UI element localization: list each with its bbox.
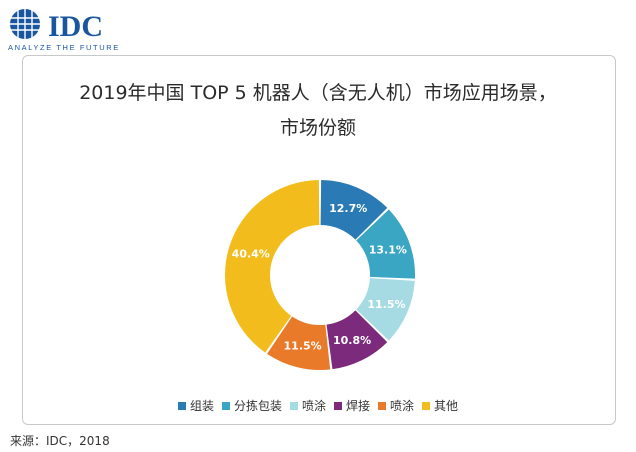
donut-slice [326,310,388,370]
legend-item: 喷涂 [378,397,414,414]
donut-slice [356,209,415,279]
legend-label: 其他 [434,399,459,413]
legend-swatch [378,401,387,410]
legend-swatch [334,401,342,410]
legend-item: 喷涂 [289,397,326,414]
idc-logo: IDC ANALYZE THE FUTURE [8,9,120,52]
legend-label: 喷涂 [390,399,415,413]
legend-label: 焊接 [346,399,371,413]
legend-item: 焊接 [334,397,370,414]
chart-legend: 组装 分拣包装 喷涂 焊接 喷涂 其他 [0,397,636,414]
chart-subtitle: 市场份额 [279,117,356,139]
legend-item: 分拣包装 [221,397,282,414]
slice-label: 13.1% [369,243,407,256]
slice-label: 12.7% [329,202,367,215]
slice-label: 40.4% [232,247,270,260]
slice-label: 10.8% [333,334,371,347]
slice-label: 11.5% [367,298,405,311]
donut-slice [225,180,320,353]
globe-grid-icon [10,9,40,39]
donut-slice [267,316,331,370]
legend-item: 其他 [422,397,458,414]
chart-title: 2019年中国 TOP 5 机器人（含无人机）市场应用场景， [79,82,557,104]
legend-label: 分拣包装 [233,399,282,413]
legend-label: 喷涂 [301,399,326,413]
donut-chart: 12.7% 13.1% 11.5% 10.8% 11.5% 40.4% [225,180,415,370]
legend-label: 组装 [189,399,214,413]
legend-swatch [221,401,230,410]
source-note: 来源：IDC，2018 [10,434,110,448]
legend-swatch [177,401,186,410]
donut-slice [356,278,415,341]
slice-label: 11.5% [284,339,322,352]
logo-tagline: ANALYZE THE FUTURE [8,43,120,52]
legend-swatch [289,401,298,410]
donut-slice [320,180,388,240]
legend-item: 组装 [177,397,214,414]
legend-swatch [422,401,431,410]
logo-brand: IDC [48,10,103,43]
